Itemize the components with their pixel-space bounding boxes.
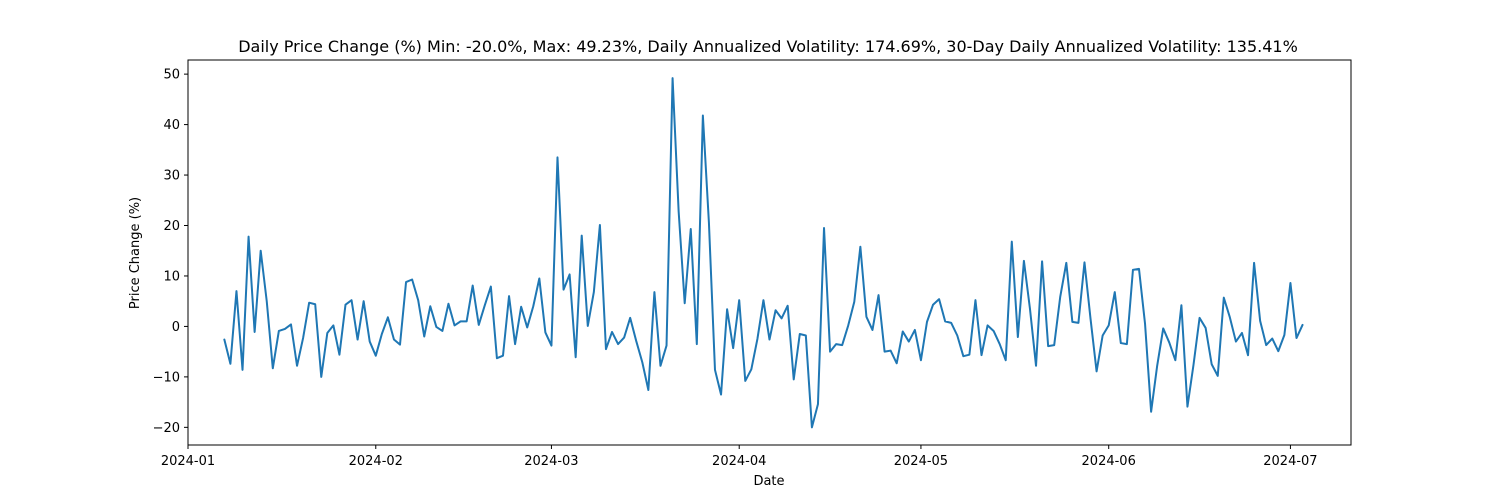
y-axis-ticks: −20 −10 0 10 20 30 40 50 bbox=[153, 68, 188, 436]
y-tick-label: 0 bbox=[172, 320, 180, 335]
x-tick-label: 2024-06 bbox=[1082, 454, 1136, 469]
x-axis-ticks: 2024-01 2024-02 2024-03 2024-04 2024-05 2024-… bbox=[161, 445, 1318, 469]
y-tick-label: −10 bbox=[153, 370, 180, 385]
chart-title: Daily Price Change (%) Min: -20.0%, Max:… bbox=[238, 37, 1298, 56]
y-tick-label: 30 bbox=[163, 169, 180, 184]
y-axis-label: Price Change (%) bbox=[128, 197, 143, 309]
plot-area-frame bbox=[187, 59, 1352, 446]
x-tick-label: 2024-02 bbox=[349, 454, 403, 469]
x-axis-label: Date bbox=[753, 474, 784, 489]
x-tick-label: 2024-05 bbox=[894, 454, 948, 469]
x-tick-label: 2024-01 bbox=[161, 454, 215, 469]
x-tick-label: 2024-03 bbox=[524, 454, 578, 469]
x-tick-label: 2024-07 bbox=[1263, 454, 1317, 469]
x-tick-label: 2024-04 bbox=[712, 454, 766, 469]
y-tick-label: 10 bbox=[163, 269, 180, 284]
price-change-line bbox=[223, 77, 1304, 429]
y-tick-label: 40 bbox=[163, 118, 180, 133]
y-tick-label: 50 bbox=[163, 68, 180, 83]
y-tick-label: 20 bbox=[163, 219, 180, 234]
y-tick-label: −20 bbox=[153, 421, 180, 436]
